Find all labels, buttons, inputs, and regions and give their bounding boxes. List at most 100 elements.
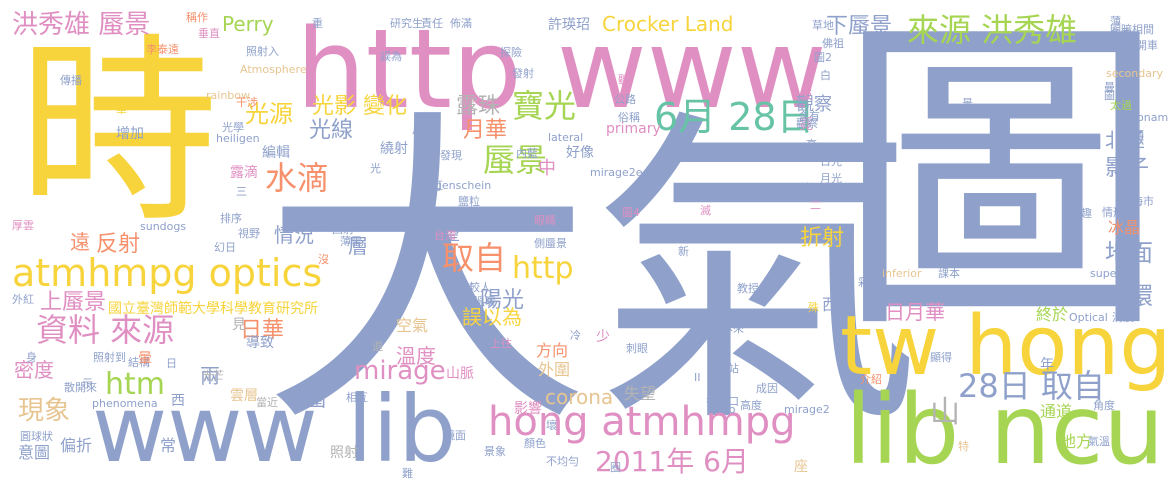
cloud-word: 草地 [812,19,834,32]
cloud-word: 佛祖 [822,37,844,50]
cloud-word: 清晨 [1112,311,1134,324]
cloud-word: htm [105,367,165,402]
cloud-word: 教授 [737,282,759,295]
cloud-word: 外圍 [538,360,571,379]
cloud-word: 觀察 [796,117,818,130]
cloud-word: 傳播 [60,74,82,87]
cloud-word: 地面 [1105,239,1153,267]
cloud-word: 相互 [346,391,368,404]
cloud-word: 少 [596,329,610,345]
cloud-word: 殊 [808,301,819,314]
cloud-word: 意圖 [18,443,51,462]
cloud-word: 西北 [822,295,855,314]
cloud-word: 曼樓 [1104,81,1126,94]
cloud-word: 陽光 [480,288,525,313]
cloud-word: primary [606,121,661,137]
cloud-word: 太過 [1110,99,1132,112]
cloud-word: 顏色 [524,437,546,450]
cloud-word: 座 [794,459,808,475]
cloud-word: Crocker Land [602,12,734,36]
cloud-word: 雲層 [230,388,258,404]
cloud-word: 鏡面 [444,429,466,442]
cloud-word: 溫暖 [474,295,496,308]
cloud-word: inferior [882,267,922,280]
cloud-word: 偏折 [60,436,93,455]
cloud-word: Optical [1069,311,1108,324]
cloud-word: heiligenschein [412,179,492,192]
cloud-word: 繞射 [380,141,408,157]
cloud-word: coronam [1120,111,1169,124]
cloud-word: 回射 [332,223,354,236]
cloud-word: mirage [354,356,446,386]
cloud-word: 水滴 [265,159,330,197]
cloud-word: 導致 [246,335,274,351]
cloud-word: 發現 [440,149,462,162]
cloud-word: 誤為 [380,50,402,63]
cloud-word: www lib [92,376,457,482]
cloud-word: 海市 [1132,195,1154,208]
cloud-word: 公路 [614,93,636,106]
cloud-word: mirage2e [590,166,643,179]
cloud-word: 高度 [740,399,762,412]
cloud-word: 上蜃景 [40,290,107,315]
cloud-word: 方向 [536,341,569,360]
cloud-word: 二 [810,199,821,212]
cloud-word: 情況 [274,223,314,247]
cloud-word: 眼睛 [534,214,556,227]
cloud-word: 洪秀雄 蜃景 [12,10,151,40]
cloud-word: 三 [236,185,247,198]
cloud-word: 高 [806,138,817,151]
cloud-word: 研究生 [390,17,423,30]
cloud-word: 冬季 [1110,27,1132,40]
cloud-word: 月華 [463,118,508,143]
cloud-word: 日光 [820,155,842,168]
cloud-word: 排序 [220,212,242,225]
cloud-word: 情形 [1102,206,1124,219]
cloud-word: 開車 [1136,39,1158,52]
cloud-word: 常見 [798,182,834,203]
cloud-word: 俗稱 [618,111,640,124]
cloud-word: 增加 [116,126,144,142]
cloud-word: 身 [26,351,37,364]
cloud-word: 月光 [820,172,842,185]
cloud-word: rainbow [206,89,250,102]
cloud-word: 北極 [1105,128,1145,152]
cloud-word: 光線 [309,118,354,143]
cloud-word: 下蜃景 [826,14,893,39]
cloud-word: 難 [402,467,413,480]
cloud-word: 稱作 [186,11,208,24]
cloud-word: 西 [171,393,185,409]
cloud-word: 光環 [1105,282,1153,310]
cloud-word: 光學 [222,121,244,134]
cloud-word: 光 [370,162,381,175]
cloud-word: 景 [962,97,973,110]
cloud-word: 垂直 [198,27,220,40]
cloud-word: sundogs [140,220,187,233]
cloud-word: 退 [372,340,383,353]
cloud-word: 圖 [1104,89,1115,102]
cloud-word: 2011年 6月 [595,445,749,478]
cloud-word: 彩色 [858,276,880,289]
cloud-word: 片 [412,123,423,136]
cloud-word: atmhmpg optics [12,251,323,295]
cloud-word: 滅 [700,204,711,217]
cloud-word: 28日 取自 [958,367,1105,405]
cloud-word: phenomena [92,397,158,410]
cloud-word: http [512,251,574,286]
cloud-word: 空氣 [396,316,429,335]
cloud-word: 壞 [546,419,557,432]
cloud-word: 上往 [490,337,512,350]
cloud-word: Perry [222,12,274,36]
cloud-word: 見 [232,317,246,333]
cloud-word: 干涉 [236,96,258,109]
cloud-word: 露珠 [456,94,501,119]
cloud-word: 中 [538,158,556,179]
cloud-word: 虹 [432,179,443,192]
cloud-word: 常 [160,436,177,455]
cloud-word: 華 [116,103,127,116]
cloud-word: 折射 [800,226,845,251]
cloud-word: 山 [930,395,960,430]
cloud-word: 明暗相間 [1110,23,1154,36]
cloud-word: 遠 [70,230,90,254]
